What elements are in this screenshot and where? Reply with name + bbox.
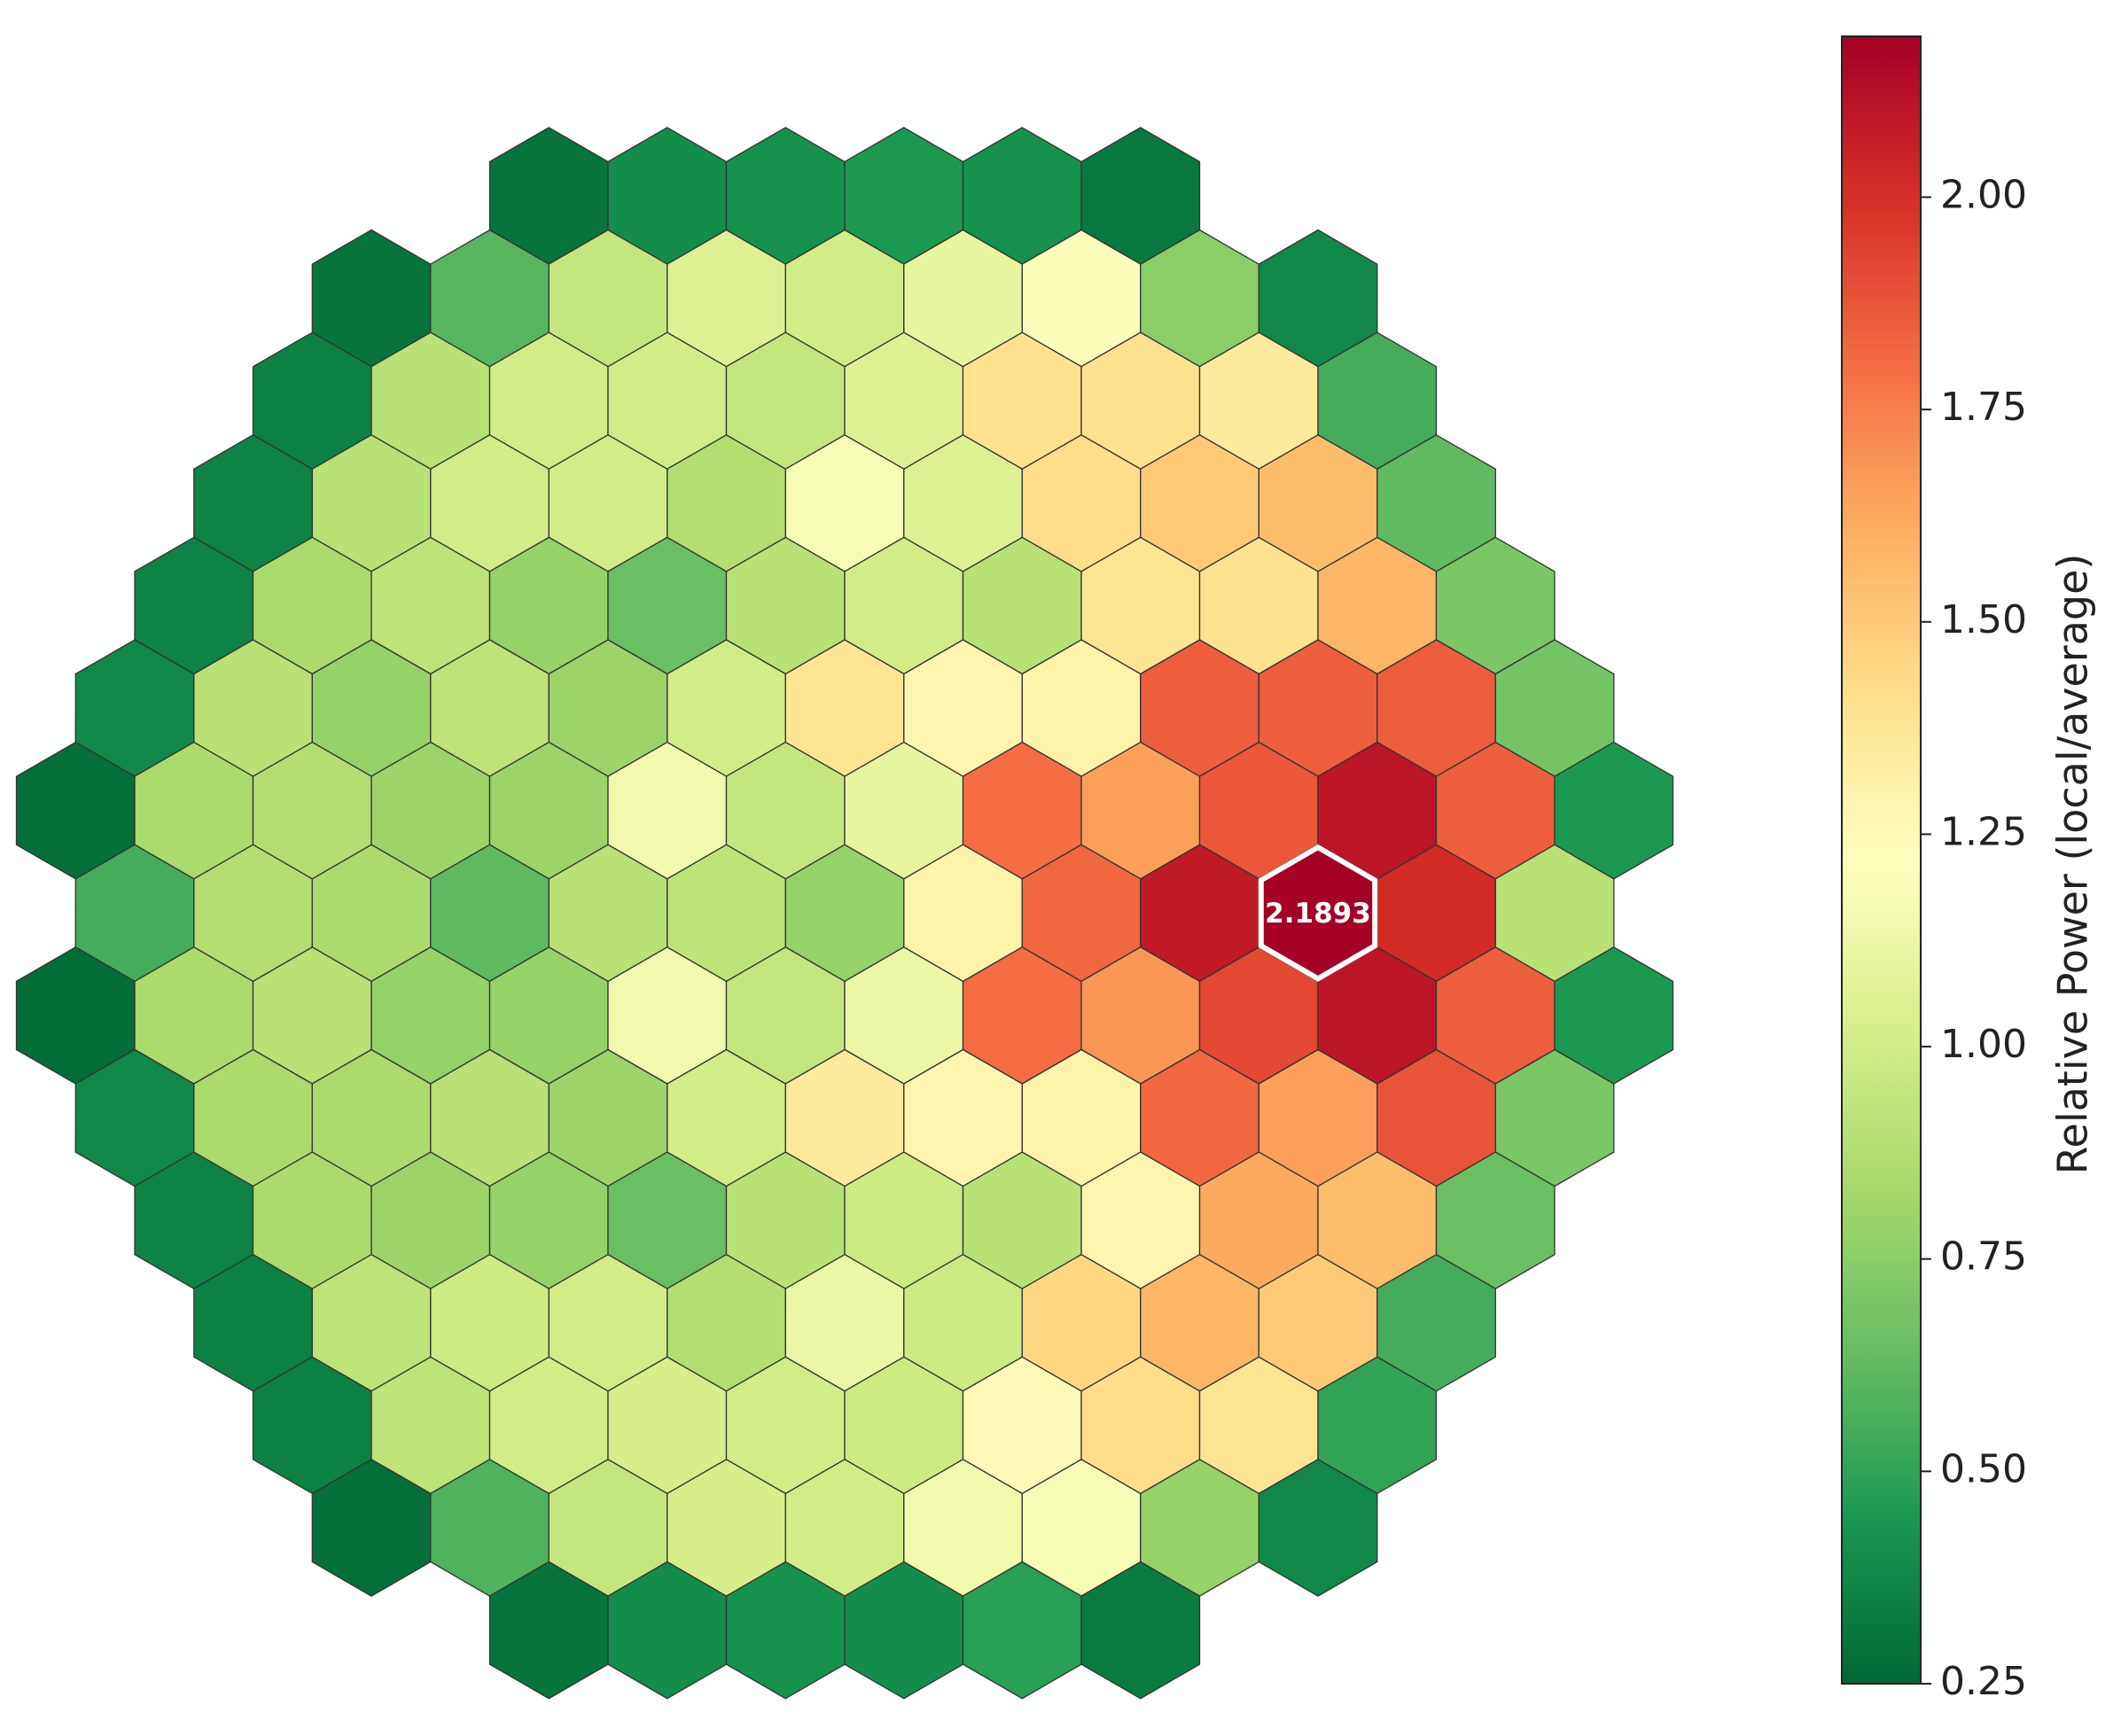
max-value-label: 2.1893 [1265, 898, 1371, 930]
colorbar-tick-label: 2.00 [1940, 172, 2027, 217]
colorbar [1841, 35, 1922, 1685]
colorbar-tick-label: 1.75 [1940, 385, 2027, 430]
hex-cell [1080, 1561, 1201, 1700]
colorbar-tick-label: 1.50 [1940, 597, 2027, 642]
colorbar-tick-label: 1.25 [1940, 809, 2027, 854]
colorbar-tick-label: 1.00 [1940, 1022, 2027, 1067]
hex-grid: 2.1893 [15, 127, 1674, 1700]
highlight-outline [1258, 844, 1378, 982]
colorbar-label: Relative Power (local/average) [2049, 554, 2097, 1175]
colorbar-tick-label: 0.75 [1940, 1234, 2027, 1280]
hex-cell [1258, 1459, 1378, 1597]
colorbar-tick-label: 0.25 [1940, 1659, 2027, 1704]
colorbar-tick-label: 0.50 [1940, 1446, 2027, 1491]
